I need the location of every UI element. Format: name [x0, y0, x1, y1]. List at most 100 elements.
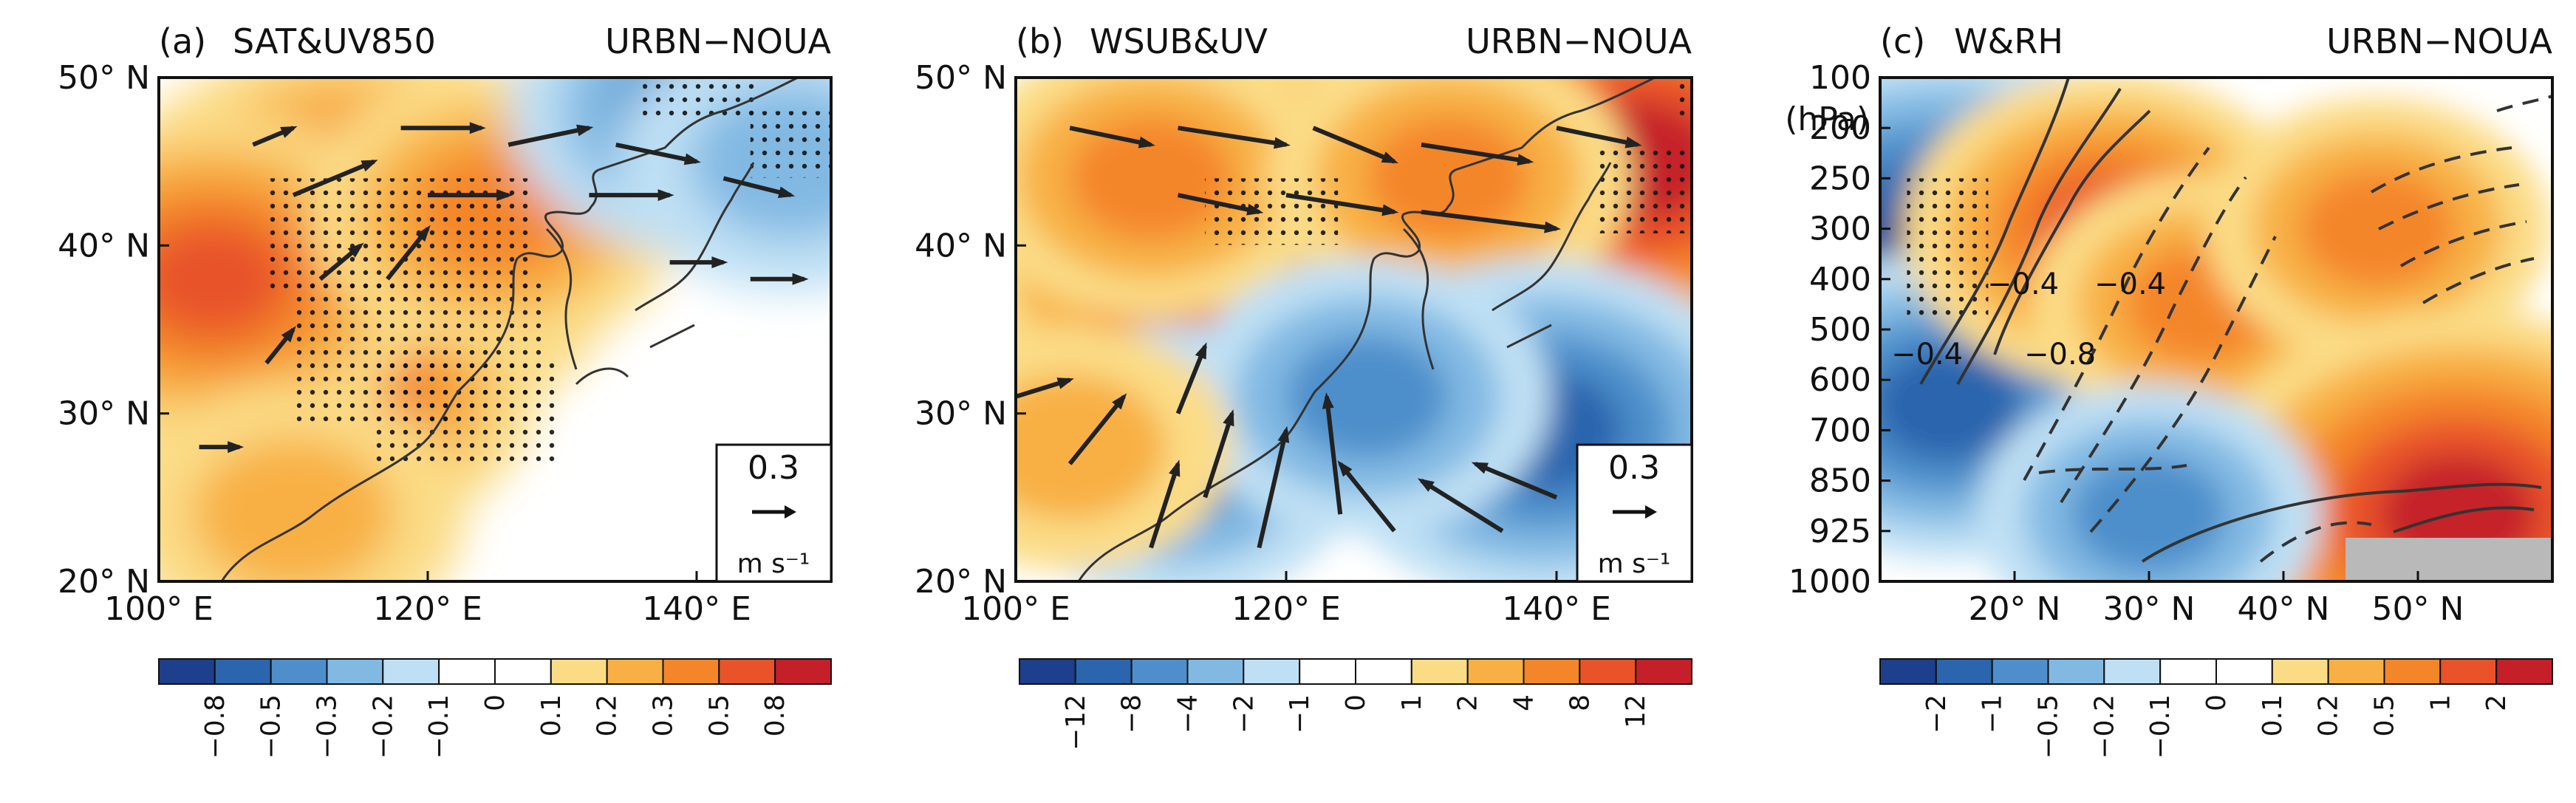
- panel-a-vector-reference-box: 0.3 m s⁻¹: [715, 443, 833, 583]
- panel-c-colorbar-box-2: [1991, 658, 2049, 685]
- panel-b: 0.3 m s⁻¹ WSUB&UV (b) URBN−NOUA 50° N 40°…: [915, 21, 1693, 751]
- panel-c-terrain-mask: [2346, 538, 2552, 581]
- panel-c-colorbar-label-8: 0.5: [2370, 694, 2400, 737]
- panel-b-colorbar-label-5: 0: [1341, 694, 1371, 711]
- panel-b-stipple: [1205, 78, 1692, 245]
- panel-a-vector-2: [508, 124, 594, 147]
- panel-c-xticks: 20° N 30° N 40° N 50° N: [1969, 571, 2464, 628]
- panel-c-anomaly-6-level-2: [2071, 455, 2227, 573]
- panel-b-xtick-label-2: 140° E: [1502, 590, 1611, 628]
- panel-a-colorbar-label-2: −0.3: [312, 694, 343, 759]
- panel-b-vector-7: [1421, 209, 1561, 233]
- panel-b-colorbar-label-8: 4: [1509, 694, 1540, 711]
- panel-c-xtick-label-3: 50° N: [2372, 590, 2464, 628]
- panel-a-colorbar-box-8: [606, 658, 664, 685]
- panel-c-contour-label-1: −0.4: [1987, 267, 2059, 301]
- panel-c-contour-label-2: −0.4: [2094, 267, 2166, 301]
- panel-b-stipple-region-2: [1678, 78, 1692, 122]
- panel-b-colorbar-label-4: −1: [1285, 694, 1315, 734]
- panel-a-vector-13: [750, 273, 809, 285]
- panel-b-vector-reference-box: 0.3 m s⁻¹: [1576, 443, 1693, 583]
- panel-c-xtick-label-2: 40° N: [2238, 590, 2330, 628]
- panel-a-colorbar-label-8: 0.3: [649, 694, 679, 737]
- panel-b-anomaly-6-level-2: [1286, 335, 1449, 458]
- panel-a-ytick-label-2: 30° N: [58, 395, 150, 433]
- panel-c-colorbar-label-1: −1: [1978, 694, 2008, 734]
- panel-c-y-unit: (hPa): [1785, 100, 1869, 138]
- panel-c-field: −0.4 −0.4 −0.8 −0.4: [1880, 78, 2552, 581]
- panel-b-field: [1016, 78, 1692, 581]
- panel-b-colorbar-box-7: [1410, 658, 1469, 685]
- panel-c-stipple-region-0: [1907, 178, 1989, 319]
- panel-b-vector-3: [1421, 142, 1534, 166]
- panel-b-ref-unit: m s⁻¹: [1598, 549, 1671, 579]
- panel-c-contours: [1919, 78, 2552, 563]
- panel-c-colorbar-box-11: [2495, 658, 2553, 685]
- panel-a-colorbar-label-1: −0.5: [256, 694, 287, 759]
- panel-a-colorbar-box-2: [270, 658, 328, 685]
- panel-b-vector-15: [1471, 462, 1558, 500]
- panel-a-colorbar-box-3: [326, 658, 384, 685]
- panel-a-vector-10: [264, 326, 296, 365]
- panel-a-xtick-label-1: 120° E: [373, 590, 482, 628]
- panel-b-vector-12: [1322, 392, 1343, 515]
- panel-b-anomaly-3-level-2: [1367, 117, 1529, 240]
- panel-c-ytick-label-5: 500: [1809, 311, 1871, 349]
- panel-c-colorbar-box-6: [2215, 658, 2273, 685]
- panel-a-colorbar-label-4: −0.1: [424, 694, 454, 759]
- panel-a-colorbar-label-10: 0.8: [760, 694, 790, 737]
- panel-a-ytick-label-3: 20° N: [58, 563, 150, 601]
- panel-b-colorbar-label-2: −4: [1173, 694, 1203, 734]
- panel-b-vector-8: [1067, 393, 1127, 465]
- panel-b-ytick-label-0: 50° N: [915, 59, 1007, 97]
- panel-c-colorbar-box-1: [1935, 658, 1993, 685]
- panel-a-colorbar-box-7: [550, 658, 608, 685]
- panel-a-yticks: 50° N 40° N 30° N 20° N: [58, 59, 169, 601]
- panel-c-colorbar-label-3: −0.2: [2089, 694, 2119, 759]
- panel-b-colorbar-box-4: [1243, 658, 1301, 685]
- panel-b-anomaly-7-level-1: [1016, 375, 1166, 520]
- panel-a-vector-9: [386, 225, 431, 281]
- panel-a-ref-unit: m s⁻¹: [737, 549, 810, 579]
- panel-b-colorbar: −12 −8 −4 −2 −1 0 1 2 4 8 12: [1019, 658, 1692, 751]
- panel-a-colorbar-box-9: [662, 658, 720, 685]
- panel-a-ytick-label-1: 40° N: [58, 227, 150, 264]
- panel-a-field: [159, 78, 831, 581]
- panel-a-colorbar-label-3: −0.2: [368, 694, 398, 759]
- panel-a-subtitle: URBN−NOUA: [605, 21, 831, 61]
- panel-a-colorbar-box-1: [213, 658, 272, 685]
- panel-c-ytick-label-7: 700: [1809, 411, 1871, 449]
- panel-c-colorbar-label-10: 2: [2481, 694, 2512, 711]
- panel-c-ytick-label-6: 600: [1809, 361, 1871, 399]
- panel-b-colorbar-box-2: [1130, 658, 1189, 685]
- panel-a-colorbar-box-10: [718, 658, 776, 685]
- panel-a-anomaly-6-level-1: [192, 437, 394, 581]
- panel-c-ytick-label-1: 200: [1809, 109, 1871, 147]
- panel-c-colorbar-label-4: −0.1: [2145, 694, 2176, 759]
- panel-c-colorbar-box-7: [2271, 658, 2329, 685]
- panel-b-ytick-label-2: 30° N: [915, 395, 1007, 433]
- panel-a-colorbar-label-6: 0.1: [536, 694, 567, 737]
- panel-a-stipple-region-4: [750, 111, 831, 178]
- panel-a-colorbar-box-6: [494, 658, 552, 685]
- panel-c-yticks: 100 200 250 300 400 500 600 700 850 925 1000: [1788, 59, 1890, 601]
- panel-c-contour-label-4: −0.4: [1891, 338, 1963, 372]
- panel-b-frame: [1014, 76, 1693, 583]
- panel-c-label: (c): [1880, 21, 1925, 61]
- panel-c-colorbar-box-5: [2159, 658, 2217, 685]
- panel-b-vector-1: [1178, 126, 1291, 149]
- panel-a-vector-4: [292, 159, 378, 197]
- panel-b-vector-9: [1149, 459, 1181, 549]
- panel-b-anomaly-1-level-2: [1070, 117, 1232, 240]
- panel-a-vector-0: [252, 126, 298, 147]
- panel-b-colorbar-box-11: [1635, 658, 1692, 685]
- panel-c-colorbar-box-10: [2439, 658, 2498, 685]
- panel-a-xtick-label-0: 100° E: [104, 590, 213, 628]
- panel-b-colorbar-label-7: 2: [1453, 694, 1483, 711]
- panel-c: −0.4 −0.4 −0.8 −0.4 W&RH (c) URBN−NOUA (…: [1785, 21, 2554, 759]
- panel-b-colorbar-box-6: [1355, 658, 1412, 685]
- panel-a-vector-7: [722, 176, 796, 198]
- panel-c-title: W&RH: [1954, 21, 2063, 61]
- panel-b-colorbar-label-6: 1: [1397, 694, 1427, 711]
